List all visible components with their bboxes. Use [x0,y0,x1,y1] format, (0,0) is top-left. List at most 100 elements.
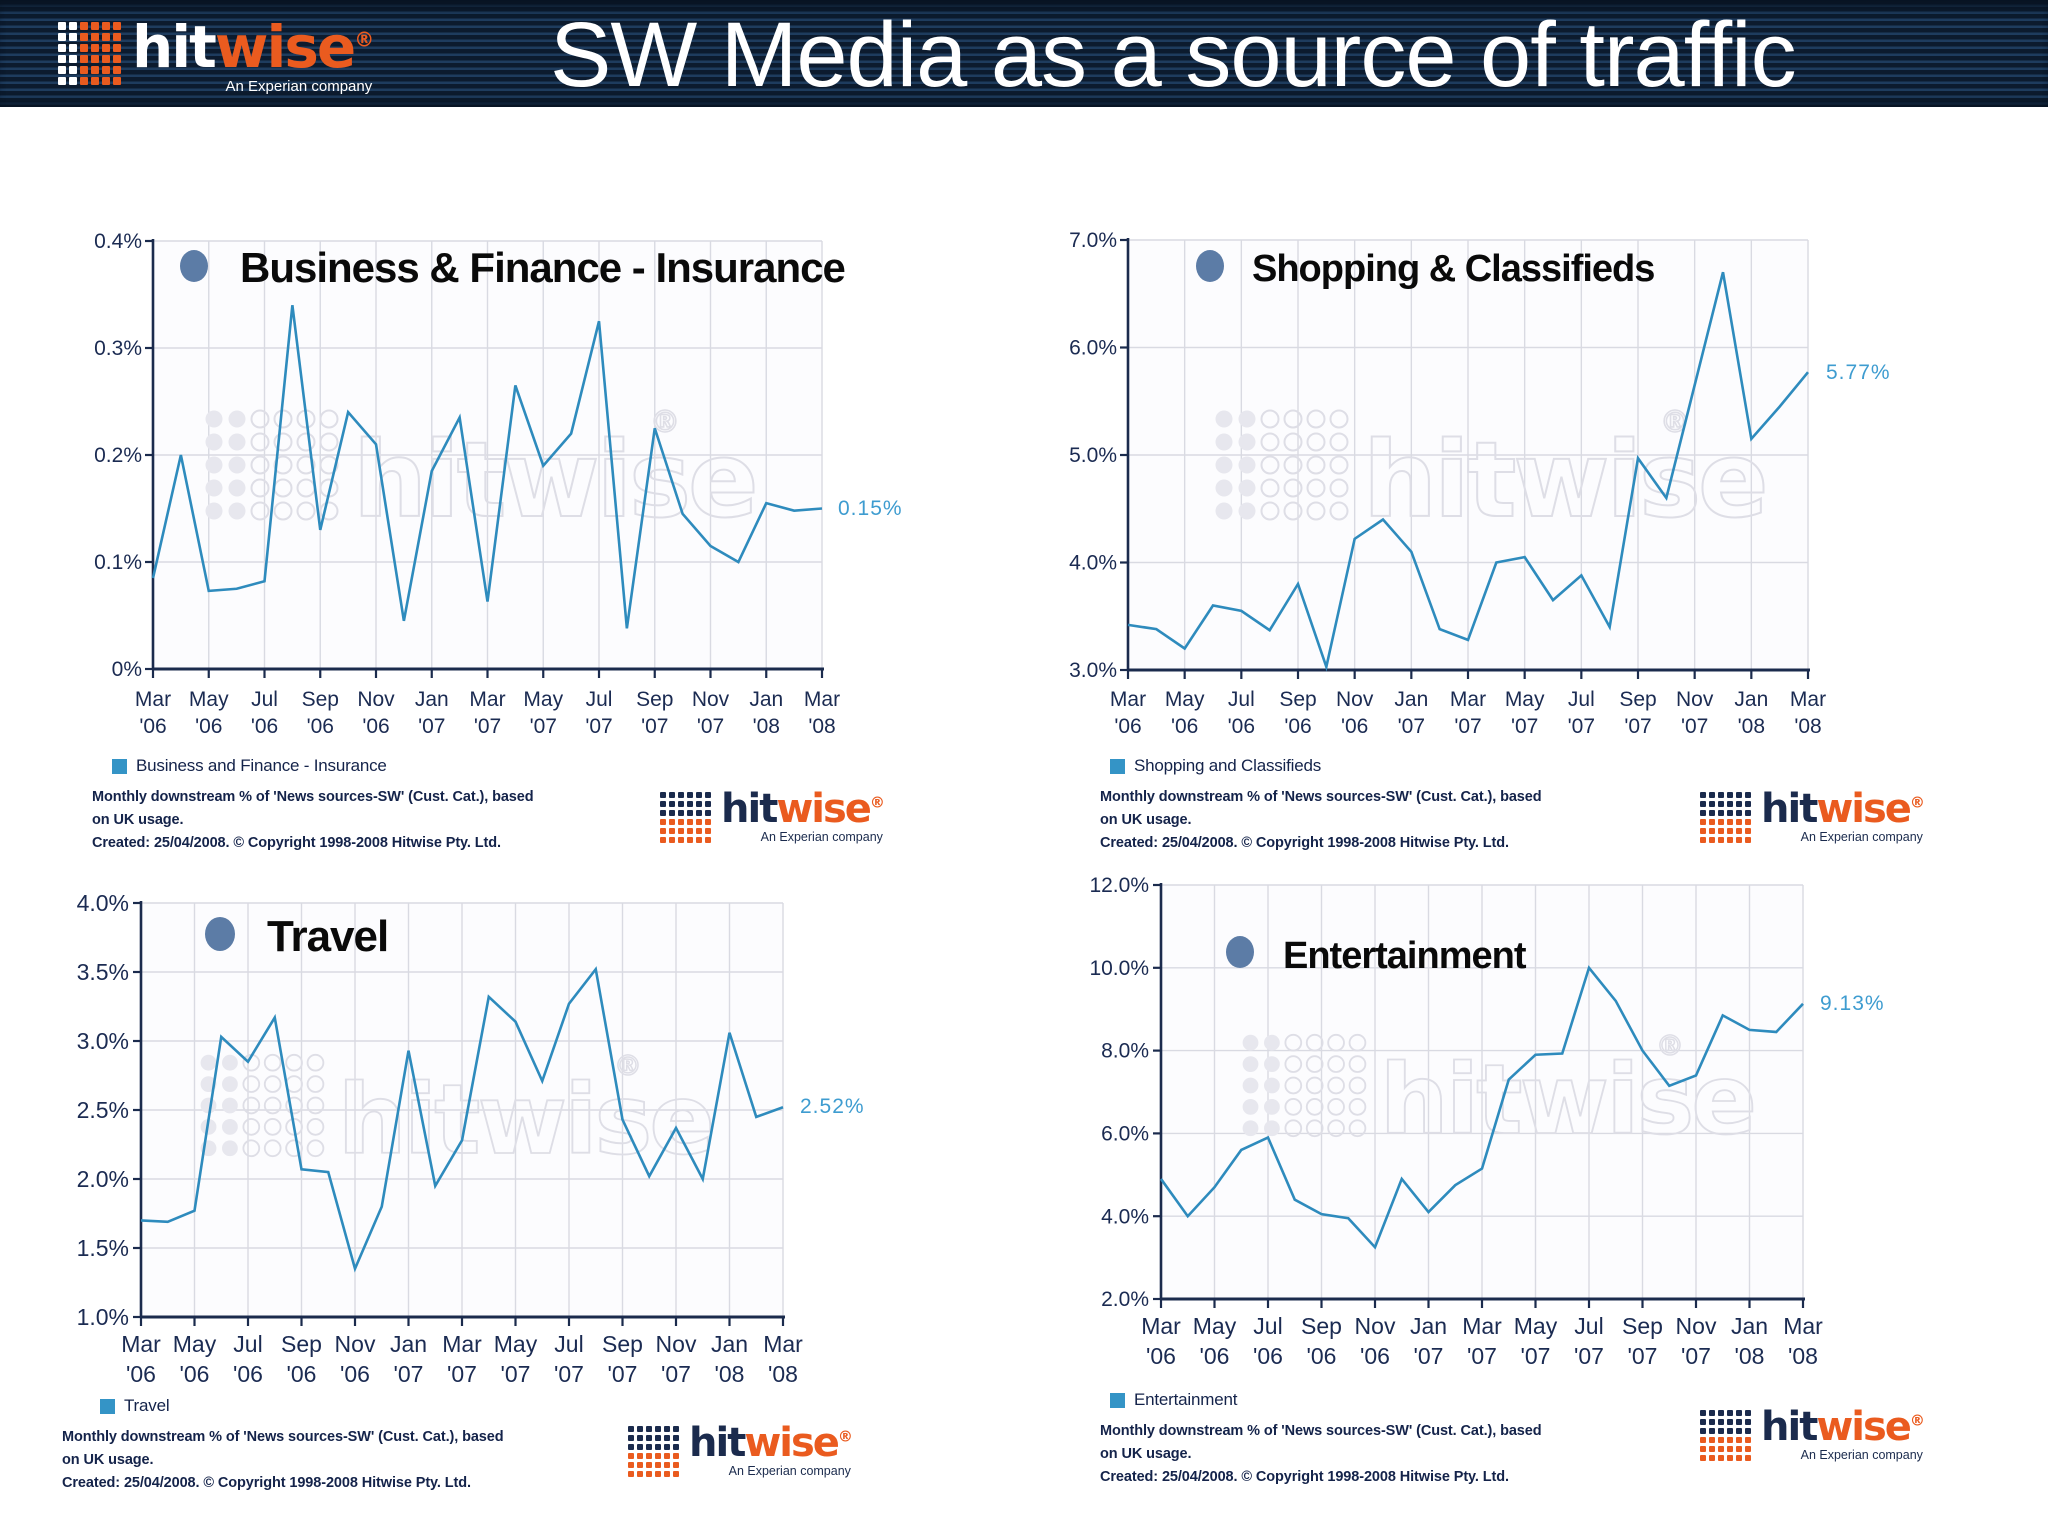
chart-title-bullet-icon [1196,250,1224,282]
watermark-dot-icon [1264,1098,1280,1115]
x-tick-label-year: '08 [1735,1343,1765,1369]
watermark-dot-icon [1283,455,1303,475]
logo-dot-icon [660,792,666,798]
logo-dot-icon [58,44,66,52]
watermark-dot-icon [222,1140,238,1157]
watermark-dot-icon [1329,501,1349,521]
logo-dot-icon [1700,792,1706,798]
y-tick-label: 10.0% [1089,957,1149,980]
logo-dot-icon [1736,1428,1742,1434]
logo-dot-icon [1745,1437,1751,1443]
watermark-dot-icon [1329,455,1349,475]
watermark-dot-icon [242,1075,261,1093]
logo-wise: wise [744,1420,840,1466]
y-tick-label: 6.0% [1069,337,1117,360]
logo-dot-icon [91,22,99,30]
watermark-dot-icon [1264,1077,1280,1094]
watermark-dot-icon [1242,1056,1259,1073]
watermark-dot-icon [228,502,246,520]
watermark-dot-icon [1329,478,1349,498]
x-tick-label-year: '07 [394,1361,424,1387]
watermark-dot-icon [1327,1076,1345,1095]
caption-line: on UK usage. [1100,1446,1192,1462]
series-line-entertainment [1159,965,1804,1250]
watermark-hitwise-text: hitwise [1380,1043,1754,1156]
logo-dot-icon [1745,1419,1751,1425]
watermark-dot-icon [200,1054,217,1071]
watermark-dot-icon [1305,1055,1324,1073]
slide-title: SW Media as a source of traffic [550,4,1797,106]
logo-hit: hit [132,13,217,81]
x-tick-label-year: '06 [340,1361,370,1387]
x-tick-label-year: '07 [447,1361,477,1387]
logo-tagline: An Experian company [760,830,883,844]
watermark-dot-icon [242,1118,261,1136]
logo-wise: wise [214,13,356,81]
header-banner: hitwise® An Experian company SW Media as… [0,0,2048,107]
logo-dot-icon [705,828,711,834]
y-tick-label: 2.0% [77,1166,129,1192]
watermark-dot-icon [1260,409,1280,429]
watermark-dot-icon [205,456,223,474]
logo-dot-icon [1727,837,1733,843]
logo-wise: wise [1816,1404,1912,1450]
watermark-dot-icon [1306,409,1326,429]
watermark-dot-icon [1260,455,1280,475]
x-tick-label-month: Jul [1574,1313,1603,1339]
logo-dot-icon [1727,1410,1733,1416]
watermark-dot-icon [250,455,270,475]
watermark-dot-icon [1283,409,1303,429]
watermark-dot-icon [250,478,270,498]
watermark-dot-icon [296,501,316,521]
x-tick-label-month: May [1193,1313,1237,1339]
watermark-dot-icon [1348,1098,1367,1116]
logo-dot-icon [1736,837,1742,843]
caption-travel: Monthly downstream % of 'News sources-SW… [62,1426,504,1495]
logo-dot-icon [1709,819,1715,825]
watermark-dot-icon [1284,1033,1303,1052]
x-tick-label-month: Jul [586,688,613,711]
watermark-dot-icon [306,1139,325,1158]
x-tick-label-month: Mar [1450,688,1486,711]
x-tick-label-year: '06 [126,1361,156,1387]
logo-tagline: An Experian company [728,1464,851,1478]
logo-dot-icon [669,810,675,816]
x-tick-label-year: '06 [180,1361,210,1387]
watermark-dot-icon [1264,1034,1280,1051]
x-tick-label-month: Nov [656,1331,697,1357]
logo-dot-icon [102,66,110,74]
logo-dot-icon [655,1444,661,1450]
x-tick-label-year: '06 [307,715,334,738]
y-tick-label: 3.5% [77,959,129,985]
series-end-value-label: 5.77% [1826,361,1891,384]
logo-dot-icon [1718,1419,1724,1425]
y-tick-label: 0% [112,658,142,681]
series-end-value-label: 2.52% [800,1095,865,1118]
caption-line: Created: 25/04/2008. © Copyright 1998-20… [1100,835,1509,851]
logo-dot-icon [696,792,702,798]
watermark-dot-icon [1284,1055,1303,1073]
logo-dot-icon [673,1435,679,1441]
watermark-dot-icon [250,501,270,521]
x-tick-label-month: Mar [1790,688,1826,711]
watermark-dot-icon [285,1053,303,1072]
logo-dot-icon [1727,1419,1733,1425]
hitwise-footer-wordmark: hitwise® An Experian company [1761,789,1925,844]
watermark-dot-icon [1215,433,1233,451]
logo-dot-icon [1745,810,1751,816]
watermark-dot-icon [1283,478,1303,498]
y-tick-label: 8.0% [1101,1040,1149,1063]
logo-dot-icon [669,801,675,807]
watermark-dot-icon [1305,1033,1324,1052]
legend-shopping-classifieds: Shopping and Classifieds [1110,756,1321,776]
watermark-dot-icon [1329,432,1349,452]
logo-dot-icon [1718,792,1724,798]
x-tick-label-year: '07 [1628,1343,1658,1369]
watermark-dot-icon [205,479,223,497]
logo-dot-icon [1718,819,1724,825]
logo-dot-icon [1700,810,1706,816]
x-tick-label-year: '07 [1521,1343,1551,1369]
watermark-dot-icon [1238,456,1256,474]
watermark-dot-icon [296,455,316,475]
